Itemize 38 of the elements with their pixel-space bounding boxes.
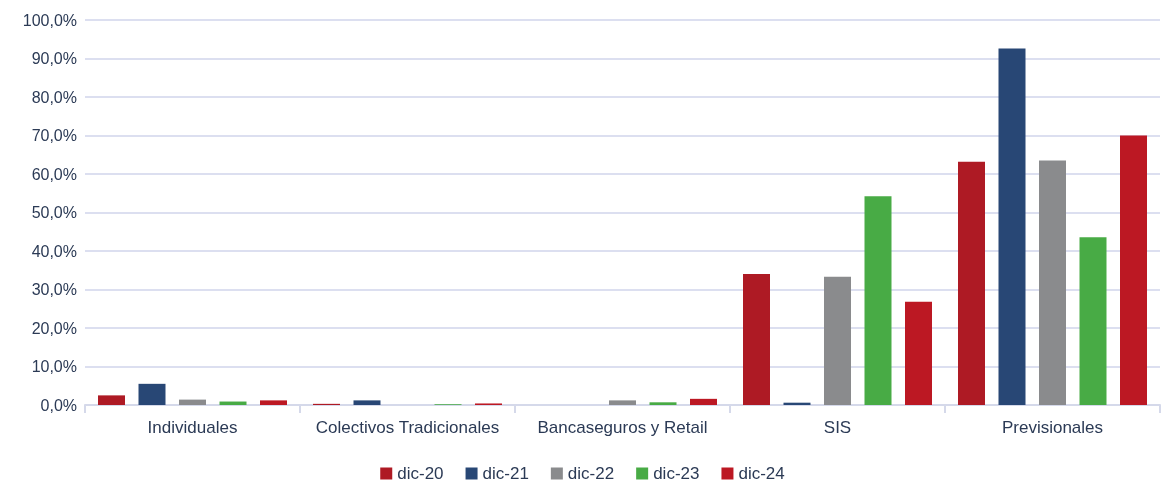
bar — [1039, 160, 1066, 405]
bar — [179, 399, 206, 405]
y-tick-label: 80,0% — [31, 88, 77, 106]
bar — [1120, 135, 1147, 405]
bar — [743, 274, 770, 405]
bar — [864, 196, 892, 405]
legend-label: dic-24 — [738, 464, 785, 483]
x-tick-label: SIS — [823, 418, 852, 437]
bar — [958, 161, 985, 405]
bar — [905, 301, 932, 405]
bar — [609, 400, 636, 405]
x-tick-label: Individuales — [147, 418, 238, 437]
y-tick-label: 0,0% — [40, 396, 77, 414]
y-tick-label: 30,0% — [31, 281, 77, 298]
x-tick-label: Colectivos Tradicionales — [315, 418, 500, 437]
bar — [649, 402, 677, 405]
bar — [353, 400, 381, 405]
y-tick-label: 60,0% — [31, 165, 77, 183]
bar — [998, 48, 1026, 405]
bar — [138, 383, 166, 405]
x-tick-label: Bancaseguros y Retail — [537, 418, 708, 437]
y-tick-label: 70,0% — [31, 127, 77, 144]
x-tick-label: Previsionales — [1001, 418, 1104, 437]
legend-label: dic-23 — [653, 464, 700, 483]
y-tick-label: 20,0% — [31, 319, 77, 337]
bar — [690, 398, 717, 405]
y-tick-label: 40,0% — [31, 242, 77, 260]
bar — [98, 395, 125, 405]
legend-label: dic-22 — [567, 464, 615, 483]
y-tick-label: 90,0% — [31, 50, 77, 67]
bar — [1079, 237, 1107, 405]
legend-label: dic-20 — [397, 464, 444, 483]
legend-label: dic-21 — [482, 464, 529, 483]
y-tick-label: 10,0% — [31, 358, 77, 375]
y-tick-label: 100,0% — [22, 11, 77, 29]
bar — [260, 400, 287, 405]
y-tick-label: 50,0% — [31, 204, 77, 221]
bar — [824, 276, 851, 405]
